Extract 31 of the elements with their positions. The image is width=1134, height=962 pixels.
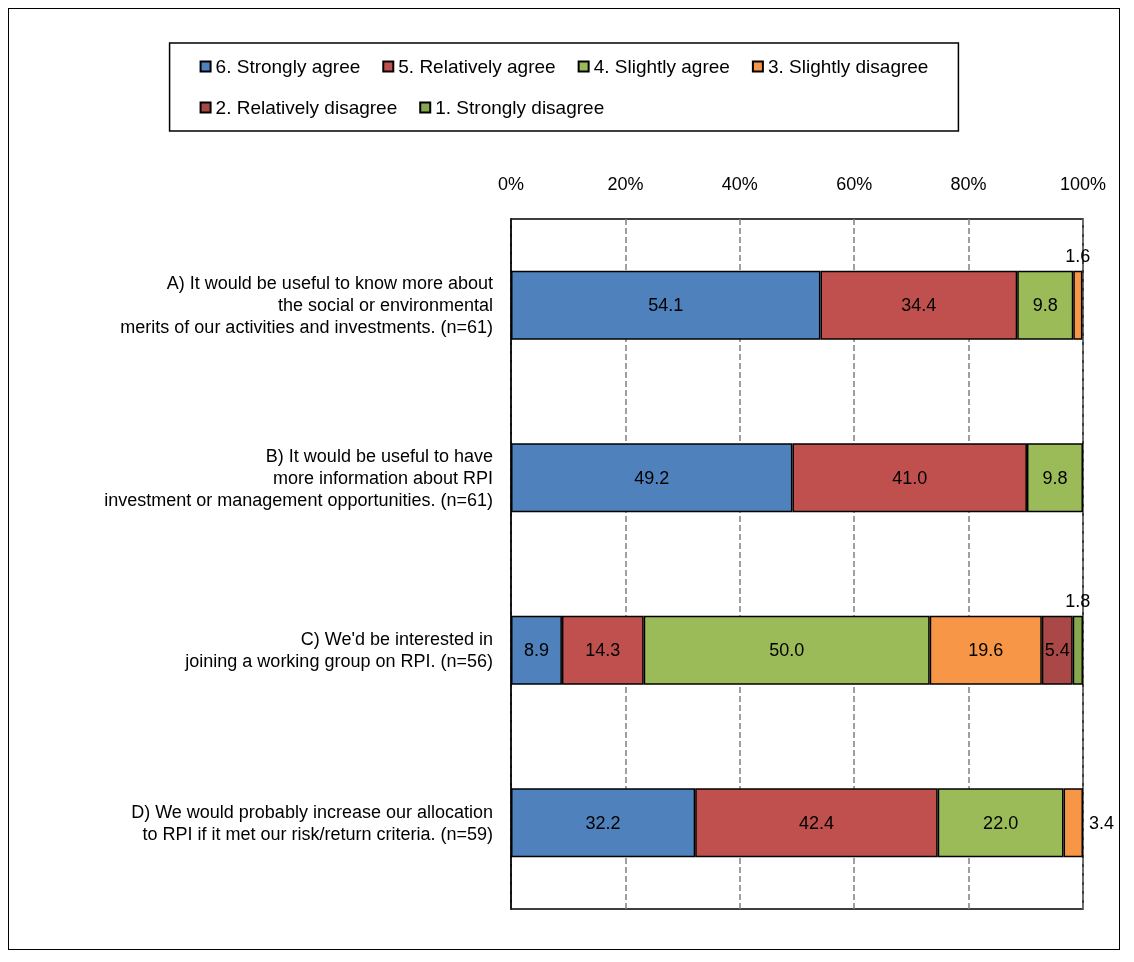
data-label: 42.4	[798, 812, 834, 833]
data-label: 50.0	[769, 640, 805, 661]
y-tick-label: C) We'd be interested in joining a working group on RPI. (n=56)	[184, 629, 493, 672]
legend-label: 2. Relatively disagree	[215, 97, 398, 118]
data-label: 14.3	[585, 640, 621, 661]
y-tick-label: D) We would probably increase our allocation to RPI if it met our risk/return criteria. (n=59)	[131, 801, 493, 844]
data-label: 19.6	[968, 640, 1004, 661]
legend-label: 6. Strongly agree	[215, 56, 361, 77]
data-label: 9.8	[1042, 467, 1068, 488]
legend-label: 4. Slightly agree	[593, 56, 730, 77]
data-label: 22.0	[983, 812, 1019, 833]
data-label: 32.2	[585, 812, 621, 833]
x-tick-label: 100%	[1059, 174, 1107, 194]
x-tick-label: 80%	[950, 174, 987, 194]
data-label: 41.0	[892, 467, 928, 488]
data-label: 5.4	[1044, 640, 1070, 661]
data-label: 34.4	[901, 295, 937, 316]
data-label: 3.4	[1089, 812, 1115, 833]
y-tick-label: B) It would be useful to have more information about RPI investment or management opportunities. (n=61)	[104, 445, 493, 510]
y-tick-label: A) It would be useful to know more about the social or environmental merits of our activities and investments. (n=61)	[120, 273, 493, 338]
data-label: 8.9	[523, 640, 549, 661]
data-label: 49.2	[634, 467, 670, 488]
legend-label: 1. Strongly disagree	[435, 97, 605, 118]
legend-label: 3. Slightly disagree	[767, 56, 929, 77]
x-tick-label: 40%	[721, 174, 758, 194]
x-tick-label: 60%	[836, 174, 873, 194]
data-label: 54.1	[648, 295, 684, 316]
legend-label: 5. Relatively agree	[398, 56, 556, 77]
x-tick-label: 0%	[497, 174, 525, 194]
x-tick-label: 20%	[607, 174, 644, 194]
data-label: 9.8	[1032, 295, 1058, 316]
